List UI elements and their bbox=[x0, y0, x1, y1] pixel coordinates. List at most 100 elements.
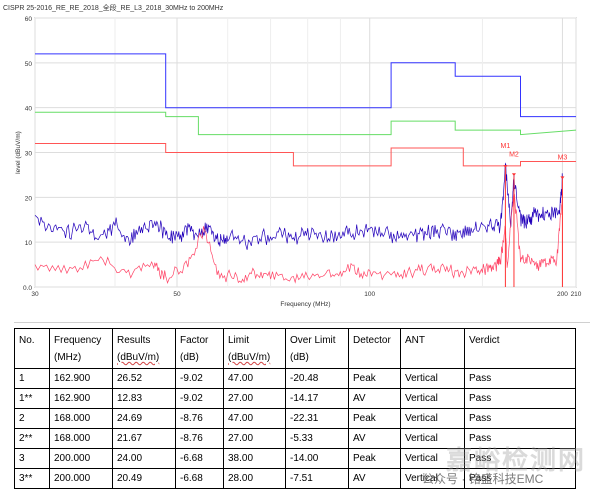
cell-factor: -8.76 bbox=[175, 408, 224, 429]
cell-ant: Vertical bbox=[400, 468, 465, 489]
col-header-over-limit: Over Limit (dB) bbox=[285, 328, 349, 369]
col-header-limit: Limit (dBuV/m) bbox=[223, 328, 286, 369]
x-tick-label: 30 bbox=[31, 291, 39, 298]
marker-label: M3 bbox=[558, 154, 568, 161]
y-tick-label: 20 bbox=[25, 195, 33, 202]
marker-point bbox=[511, 173, 516, 177]
col-header-verdict: Verdict bbox=[464, 328, 576, 369]
cell-no: 3** bbox=[14, 468, 50, 489]
cell-no: 2** bbox=[14, 428, 50, 449]
marker-point bbox=[560, 176, 565, 180]
col-header-frequency: Frequency (MHz) bbox=[49, 328, 113, 369]
cell-ant: Vertical bbox=[400, 408, 465, 429]
cell-over-limit: -20.48 bbox=[285, 368, 349, 389]
x-tick-label: 100 bbox=[364, 291, 375, 298]
cell-limit: 47.00 bbox=[223, 408, 286, 429]
table-body: 1 162.900 26.52 -9.02 47.00 -20.48 Peak Vertica… bbox=[14, 368, 576, 489]
cell-detector: AV bbox=[348, 468, 401, 489]
cell-over-limit: -7.51 bbox=[285, 468, 349, 489]
table-row: 3 200.000 24.00 -6.68 38.00 -14.00 Peak Vertica… bbox=[14, 448, 576, 469]
cell-no: 2 bbox=[14, 408, 50, 429]
cell-frequency: 168.000 bbox=[49, 428, 113, 449]
col-header-factor: Factor (dB) bbox=[175, 328, 224, 369]
x-axis-label: Frequency (MHz) bbox=[280, 301, 330, 308]
y-tick-label: 40 bbox=[25, 106, 33, 113]
av-trace-line bbox=[34, 192, 563, 285]
cell-no: 1** bbox=[14, 388, 50, 409]
cell-over-limit: -22.31 bbox=[285, 408, 349, 429]
cell-results: 21.67 bbox=[112, 428, 176, 449]
cell-frequency: 162.900 bbox=[49, 368, 113, 389]
cell-factor: -6.68 bbox=[175, 448, 224, 469]
cell-detector: AV bbox=[348, 388, 401, 409]
chart-svg: 0.0 10 20 30 40 50 60 30 50 100 200 210 Frequency (M… bbox=[15, 16, 582, 308]
x-tick-label: 200 bbox=[557, 291, 568, 298]
cell-no: 3 bbox=[14, 448, 50, 469]
table-row: 2 168.000 24.69 -8.76 47.00 -22.31 Peak Vertica… bbox=[14, 408, 576, 429]
cell-frequency: 168.000 bbox=[49, 408, 113, 429]
cell-results: 26.52 bbox=[112, 368, 176, 389]
peak-limit-line bbox=[35, 53, 576, 118]
cell-frequency: 200.000 bbox=[49, 448, 113, 469]
cell-ant: Vertical bbox=[400, 428, 465, 449]
cell-ant: Vertical bbox=[400, 368, 465, 389]
cell-verdict: Pass bbox=[464, 388, 576, 409]
marker-label: M2 bbox=[509, 151, 519, 158]
cell-over-limit: -5.33 bbox=[285, 428, 349, 449]
results-table: No. Frequency (MHz) Results (dBuV/m) Facto… bbox=[14, 328, 576, 489]
y-axis-label: level (dBuV/m) bbox=[15, 131, 22, 174]
col-header-results: Results (dBuV/m) bbox=[112, 328, 176, 369]
col-header-no: No. bbox=[14, 328, 50, 369]
emission-chart: CISPR 25-2016_RE_RE_2018_全段_RE_L3_2018_3… bbox=[3, 5, 582, 308]
av-limit-line bbox=[35, 143, 576, 167]
table-row: 3** 200.000 20.49 -6.68 28.00 -7.51 AV Vertical… bbox=[14, 468, 576, 489]
cell-results: 24.00 bbox=[112, 448, 176, 469]
cell-frequency: 162.900 bbox=[49, 388, 113, 409]
qp-limit-line bbox=[35, 111, 577, 136]
cell-over-limit: -14.00 bbox=[285, 448, 349, 469]
table-row: 1** 162.900 12.83 -9.02 27.00 -14.17 AV Vertica… bbox=[14, 388, 576, 409]
cell-results: 12.83 bbox=[112, 388, 176, 409]
y-tick-label: 60 bbox=[25, 16, 33, 23]
section-divider bbox=[14, 322, 590, 323]
cell-detector: AV bbox=[348, 428, 401, 449]
cell-ant: Vertical bbox=[400, 448, 465, 469]
cell-factor: -9.02 bbox=[175, 368, 224, 389]
marker-point bbox=[503, 165, 508, 169]
cell-limit: 47.00 bbox=[223, 368, 286, 389]
cell-frequency: 200.000 bbox=[49, 468, 113, 489]
cell-factor: -8.76 bbox=[175, 428, 224, 449]
y-tick-label: 0.0 bbox=[23, 285, 32, 292]
table-row: 2** 168.000 21.67 -8.76 27.00 -5.33 AV Vertical… bbox=[14, 428, 576, 449]
cell-factor: -9.02 bbox=[175, 388, 224, 409]
marker-label: M1 bbox=[501, 143, 511, 150]
cell-results: 24.69 bbox=[112, 408, 176, 429]
cell-detector: Peak bbox=[348, 448, 401, 469]
cell-ant: Vertical bbox=[400, 388, 465, 409]
cell-detector: Peak bbox=[348, 368, 401, 389]
peak-trace-line bbox=[34, 162, 563, 250]
x-tick-label: 210 bbox=[571, 291, 582, 298]
y-tick-label: 50 bbox=[25, 61, 33, 68]
cell-verdict: Pass bbox=[464, 448, 576, 469]
cell-detector: Peak bbox=[348, 408, 401, 429]
cell-factor: -6.68 bbox=[175, 468, 224, 489]
table-row: 1 162.900 26.52 -9.02 47.00 -20.48 Peak Vertica… bbox=[14, 368, 576, 389]
chart-title: CISPR 25-2016_RE_RE_2018_全段_RE_L3_2018_3… bbox=[3, 5, 224, 12]
cell-verdict: Pass bbox=[464, 468, 576, 489]
cell-limit: 27.00 bbox=[223, 428, 286, 449]
cell-verdict: Pass bbox=[464, 368, 576, 389]
table-header-row: No. Frequency (MHz) Results (dBuV/m) Facto… bbox=[14, 328, 576, 369]
cell-verdict: Pass bbox=[464, 408, 576, 429]
cell-verdict: Pass bbox=[464, 428, 576, 449]
y-tick-label: 30 bbox=[25, 151, 33, 158]
cell-limit: 28.00 bbox=[223, 468, 286, 489]
x-tick-label: 50 bbox=[173, 291, 181, 298]
cell-over-limit: -14.17 bbox=[285, 388, 349, 409]
y-tick-label: 10 bbox=[25, 240, 33, 247]
cell-limit: 38.00 bbox=[223, 448, 286, 469]
col-header-detector: Detector bbox=[348, 328, 401, 369]
cell-results: 20.49 bbox=[112, 468, 176, 489]
col-header-ant: ANT bbox=[400, 328, 465, 369]
cell-limit: 27.00 bbox=[223, 388, 286, 409]
